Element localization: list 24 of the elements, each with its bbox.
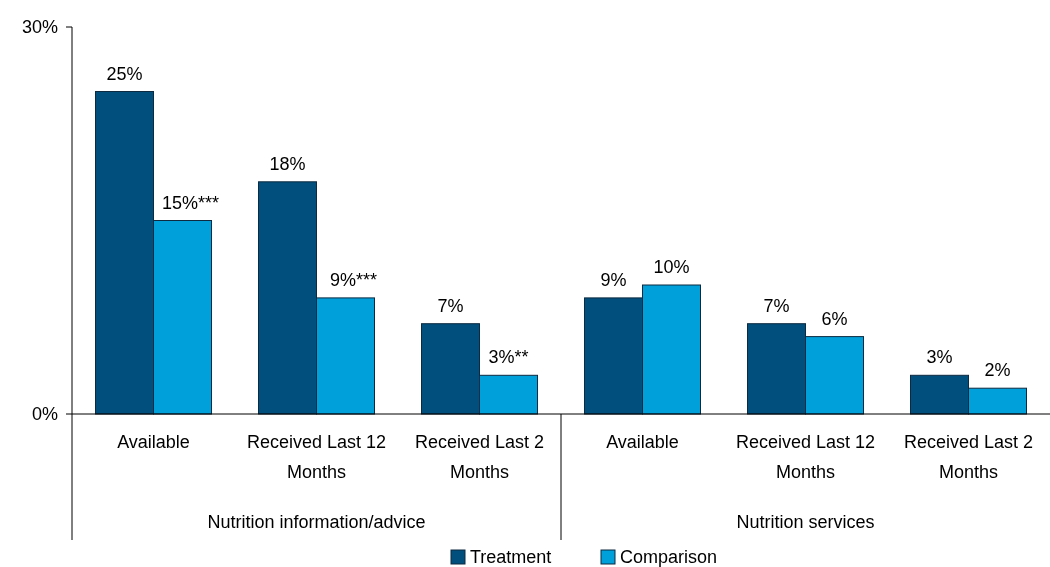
data-label: 7% [763, 295, 790, 316]
legend-label: Treatment [470, 547, 552, 567]
x-tick-label: Received Last 12 Months [246, 432, 387, 482]
y-tick-label: 30% [21, 17, 58, 38]
data-label: 7% [437, 295, 464, 316]
y-tick-label: 0% [31, 404, 58, 425]
data-label: 18% [269, 153, 306, 174]
x-tick-label: Received Last 2 Months [903, 432, 1034, 482]
data-label: 6% [821, 308, 848, 329]
data-label: 2% [984, 360, 1011, 381]
data-label: 3% [926, 347, 953, 368]
data-label: 3%** [488, 347, 529, 368]
text: Nutrition information/advice [207, 512, 426, 532]
x-tick-label: Received Last 12 Months [735, 432, 876, 482]
data-label: 10% [653, 257, 690, 277]
x-tick-label: Available [606, 432, 679, 452]
x-tick-label: Available [117, 432, 190, 452]
legend-label: Comparison [620, 547, 718, 567]
text: Nutrition services [736, 512, 875, 532]
data-label: 9% [600, 269, 627, 290]
data-label: 9%*** [329, 269, 378, 290]
data-label: 25% [106, 63, 143, 84]
x-tick-label: Received Last 2 Months [414, 432, 545, 482]
data-label: 15%*** [161, 192, 220, 213]
